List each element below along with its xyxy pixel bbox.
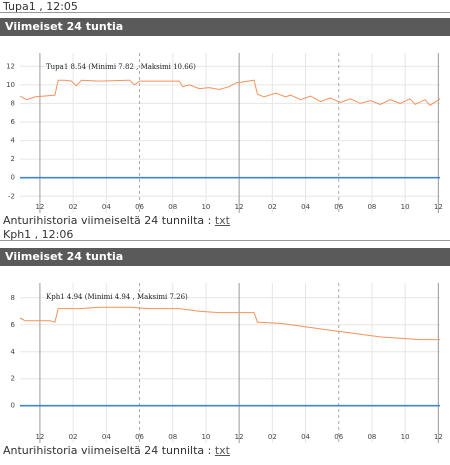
footer: Anturihistoria viimeiseltä 24 tunnilta :… — [3, 444, 230, 457]
y-tick-label: 6 — [11, 321, 16, 329]
x-tick-label: 10 — [201, 433, 210, 441]
x-tick-label: 08 — [168, 203, 177, 211]
y-tick-label: 4 — [11, 137, 16, 145]
series-line — [19, 79, 441, 106]
x-tick-label: 12 — [35, 203, 44, 211]
heading-rule — [0, 12, 450, 13]
x-tick-label: 04 — [102, 433, 111, 441]
footer-text: Anturihistoria viimeiseltä 24 tunnilta : — [3, 444, 212, 457]
x-tick-label: 12 — [434, 203, 443, 211]
x-tick-label: 02 — [69, 433, 78, 441]
footer: Anturihistoria viimeiseltä 24 tunnilta :… — [3, 214, 230, 227]
y-tick-label: 4 — [11, 348, 16, 356]
x-tick-label: 12 — [235, 433, 244, 441]
annotation: Kph1 4.94 (Minimi 4.94 , Maksimi 7.26) — [46, 293, 188, 301]
x-tick-label: 06 — [334, 203, 343, 211]
x-tick-label: 04 — [301, 203, 310, 211]
x-tick-label: 06 — [334, 433, 343, 441]
x-tick-label: 02 — [69, 203, 78, 211]
x-tick-label: 10 — [201, 203, 210, 211]
x-tick-label: 12 — [35, 433, 44, 441]
section-bar: Viimeiset 24 tuntia — [0, 18, 450, 36]
y-tick-label: 10 — [6, 81, 15, 89]
heading-rule — [0, 240, 450, 241]
series-line — [19, 306, 440, 341]
x-tick-label: 08 — [367, 203, 376, 211]
y-tick-label: 2 — [11, 375, 15, 383]
x-tick-label: 12 — [235, 203, 244, 211]
x-tick-label: 02 — [268, 203, 277, 211]
y-tick-label: 8 — [11, 99, 15, 107]
y-tick-label: 6 — [11, 118, 16, 126]
x-tick-label: 12 — [434, 433, 443, 441]
sensor-heading: Tupa1 , 12:05 — [3, 0, 78, 13]
x-tick-label: 10 — [401, 433, 410, 441]
y-tick-label: 12 — [6, 62, 15, 70]
sensor-heading: Kph1 , 12:06 — [3, 228, 74, 241]
txt-link[interactable]: txt — [214, 444, 230, 457]
x-tick-label: 08 — [367, 433, 376, 441]
x-tick-label: 10 — [401, 203, 410, 211]
txt-link[interactable]: txt — [214, 214, 230, 227]
x-tick-label: 04 — [102, 203, 111, 211]
y-tick-label: 8 — [11, 294, 15, 302]
x-tick-label: 06 — [135, 433, 144, 441]
y-tick-label: -2 — [8, 192, 15, 200]
x-tick-label: 04 — [301, 433, 310, 441]
x-tick-label: 06 — [135, 203, 144, 211]
x-tick-label: 08 — [168, 433, 177, 441]
section-bar: Viimeiset 24 tuntia — [0, 248, 450, 266]
annotation: Tupa1 8.54 (Minimi 7.82 , Maksimi 10.66) — [46, 63, 196, 71]
y-tick-label: 0 — [11, 402, 15, 410]
y-tick-label: 0 — [11, 174, 15, 182]
footer-text: Anturihistoria viimeiseltä 24 tunnilta : — [3, 214, 212, 227]
x-tick-label: 02 — [268, 433, 277, 441]
y-tick-label: 2 — [11, 155, 15, 163]
